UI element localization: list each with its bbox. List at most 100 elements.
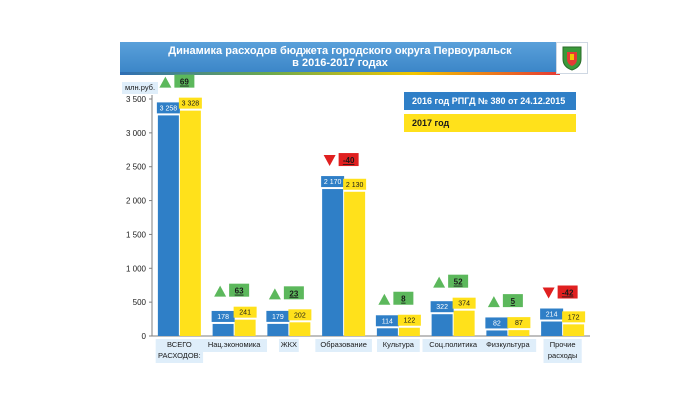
data-label-2017: 122 xyxy=(404,318,416,325)
title-line-1: Динамика расходов бюджета городского окр… xyxy=(168,45,512,57)
category-label-bg xyxy=(543,339,582,363)
data-label-bg-2017 xyxy=(288,309,312,321)
change-badge xyxy=(229,283,250,297)
data-label-bg-2016 xyxy=(485,317,509,329)
up-arrow-icon xyxy=(214,285,227,297)
y-tick-label: 3 000 xyxy=(126,129,147,138)
category-label: Культура xyxy=(383,340,415,349)
category-label: Физкультура xyxy=(486,340,530,349)
change-label: -40 xyxy=(343,156,355,165)
bar-2017 xyxy=(398,327,420,336)
data-label-bg-2016 xyxy=(156,102,180,114)
change-label: -42 xyxy=(562,289,574,298)
y-axis-unit-label: млн.руб. xyxy=(122,82,159,94)
change-badge xyxy=(283,286,304,300)
category-label-bg xyxy=(278,339,299,352)
data-label-2017: 241 xyxy=(239,310,251,317)
down-arrow-icon xyxy=(542,287,555,299)
chart-title: Динамика расходов бюджета городского окр… xyxy=(120,45,560,69)
change-label: 63 xyxy=(235,287,244,296)
legend-item-2016: 2016 год РПГД № 380 от 24.12.2015 xyxy=(404,92,576,110)
up-arrow-icon xyxy=(378,293,391,305)
category-label-bg xyxy=(155,339,204,363)
legend-item-2017: 2017 год xyxy=(404,114,576,132)
change-badge xyxy=(502,294,523,308)
title-banner: Динамика расходов бюджета городского окр… xyxy=(120,42,560,75)
data-label-2017: 172 xyxy=(568,314,580,321)
data-label-2017: 202 xyxy=(294,312,306,319)
bar-2016 xyxy=(376,328,398,336)
data-label-bg-2017 xyxy=(507,317,531,329)
data-label-2017: 87 xyxy=(515,320,523,327)
data-label-bg-2017 xyxy=(452,297,476,309)
bar-2016 xyxy=(157,115,179,336)
category-label-bg xyxy=(315,339,372,352)
data-label-bg-2017 xyxy=(343,178,367,190)
y-tick-label: 2 000 xyxy=(126,197,147,206)
bar-2017 xyxy=(563,324,585,336)
data-label-2016: 178 xyxy=(217,314,229,321)
bar-2017 xyxy=(289,322,311,336)
up-arrow-icon xyxy=(268,288,281,300)
data-label-bg-2016 xyxy=(211,310,235,322)
down-arrow-icon xyxy=(323,155,336,167)
coat-of-arms-icon xyxy=(556,42,588,74)
y-tick-label: 1 000 xyxy=(126,264,147,273)
change-badge xyxy=(448,274,469,288)
bar-2017 xyxy=(179,110,201,337)
category-label-bg xyxy=(201,339,268,352)
data-label-bg-2016 xyxy=(430,301,454,313)
data-label-2016: 179 xyxy=(272,314,284,321)
data-label-bg-2017 xyxy=(233,306,257,318)
data-label-bg-2017 xyxy=(397,314,421,326)
change-label: 23 xyxy=(289,289,298,298)
title-stripes xyxy=(120,72,560,75)
category-label: Прочие xyxy=(550,340,576,349)
bar-2016 xyxy=(541,321,563,336)
category-label-bg xyxy=(479,339,537,352)
data-label-2016: 214 xyxy=(546,312,558,319)
bar-2017 xyxy=(508,330,530,336)
category-label: ЖКХ xyxy=(281,340,297,349)
data-label-bg-2017 xyxy=(562,311,586,323)
bar-2017 xyxy=(344,191,366,336)
category-label-bg xyxy=(422,339,484,352)
category-label: ВСЕГО xyxy=(167,340,192,349)
change-badge xyxy=(393,291,414,305)
category-label: РАСХОДОВ: xyxy=(158,351,201,360)
data-label-2016: 114 xyxy=(382,318,393,325)
y-tick-label: 3 500 xyxy=(126,95,147,104)
category-label-bg xyxy=(376,339,420,352)
data-label-bg-2016 xyxy=(266,310,290,322)
y-tick-label: 1 500 xyxy=(126,230,147,239)
up-arrow-icon xyxy=(433,276,446,288)
data-label-bg-2016 xyxy=(540,308,564,320)
title-line-2: в 2016-2017 годах xyxy=(292,57,388,69)
bar-2016 xyxy=(486,330,508,336)
data-label-2016: 2 170 xyxy=(324,179,342,186)
change-label: 69 xyxy=(180,78,189,87)
y-tick-label: 0 xyxy=(142,332,147,341)
bar-2016 xyxy=(267,323,289,336)
data-label-2016: 3 258 xyxy=(160,105,178,112)
data-label-2017: 374 xyxy=(458,301,470,308)
category-label: Соц.политика xyxy=(429,340,478,349)
bar-2016 xyxy=(212,323,234,336)
y-tick-label: 2 500 xyxy=(126,163,147,172)
bar-2016 xyxy=(431,314,453,336)
change-label: 8 xyxy=(401,295,406,304)
y-tick-label: 500 xyxy=(133,298,147,307)
category-label: Образование xyxy=(320,340,367,349)
bar-2017 xyxy=(453,310,475,336)
up-arrow-icon xyxy=(487,296,500,308)
data-label-bg-2016 xyxy=(321,176,345,188)
change-label: 5 xyxy=(511,297,516,306)
data-label-bg-2017 xyxy=(178,97,202,109)
change-badge xyxy=(557,285,578,299)
change-label: 52 xyxy=(454,278,463,287)
data-label-2016: 322 xyxy=(436,304,448,311)
data-label-2016: 82 xyxy=(493,320,501,327)
up-arrow-icon xyxy=(159,76,172,88)
data-label-bg-2016 xyxy=(375,315,399,327)
